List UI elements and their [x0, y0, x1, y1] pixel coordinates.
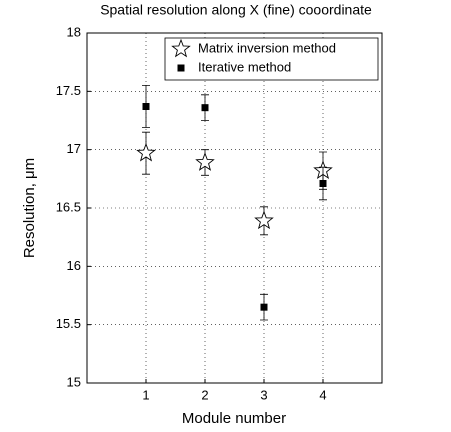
- y-tick-label: 16.5: [56, 199, 81, 214]
- plot-frame: [86, 32, 383, 384]
- legend-label: Matrix inversion method: [198, 40, 336, 55]
- legend-label: Iterative method: [198, 59, 291, 74]
- data-point: [195, 152, 215, 171]
- x-axis-label: Module number: [182, 410, 286, 427]
- y-axis-label: Resolution, μm: [21, 158, 38, 258]
- data-point: [201, 104, 209, 112]
- x-tick-label: 4: [319, 387, 326, 402]
- plot-area: [87, 33, 382, 383]
- x-tick-label: 2: [201, 387, 208, 402]
- legend-marker: [171, 38, 191, 58]
- legend-box: [164, 37, 379, 81]
- data-point: [142, 103, 150, 110]
- legend-marker: [177, 64, 185, 72]
- data-point: [136, 142, 156, 162]
- y-tick-label: 18: [67, 24, 81, 39]
- y-tick-label: 15: [67, 374, 81, 389]
- chart-title: Spatial resolution along X (fine) cooord…: [100, 2, 372, 18]
- data-point: [254, 210, 274, 230]
- y-tick-label: 16: [67, 258, 81, 273]
- y-tick-label: 17: [67, 141, 81, 156]
- y-tick-label: 15.5: [56, 316, 81, 331]
- data-point: [260, 303, 268, 311]
- data-point: [319, 180, 327, 187]
- x-tick-label: 3: [260, 387, 267, 402]
- y-tick-label: 17.5: [56, 83, 81, 98]
- x-tick-label: 1: [142, 387, 149, 402]
